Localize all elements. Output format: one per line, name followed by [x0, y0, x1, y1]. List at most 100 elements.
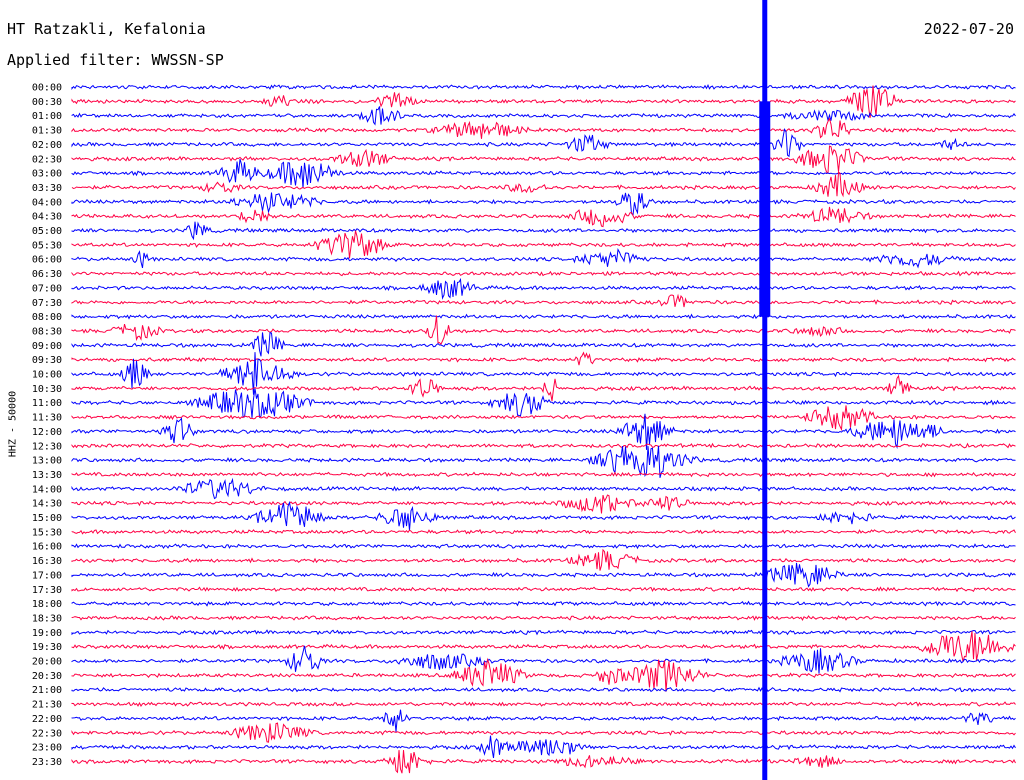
- seismic-trace-row: [71, 477, 1016, 500]
- seismic-trace-row: [71, 586, 1016, 593]
- seismic-trace-row: [71, 85, 1016, 119]
- seismic-trace-row: [71, 543, 1016, 550]
- seismic-trace-row: [71, 331, 1016, 357]
- seismic-trace-row: [71, 645, 1016, 674]
- seismic-trace-row: [71, 388, 1016, 419]
- row-time-label: 20:00: [32, 657, 62, 668]
- row-time-label: 12:30: [32, 441, 62, 452]
- seismic-trace-row: [71, 117, 1016, 139]
- row-time-label: 04:00: [32, 197, 62, 208]
- row-time-label: 21:00: [32, 685, 62, 696]
- seismic-trace-row: [71, 445, 1016, 478]
- seismic-trace-row: [71, 494, 1016, 514]
- seismic-trace-row: [71, 471, 1016, 478]
- row-time-label: 10:30: [32, 384, 62, 395]
- row-time-label: 17:30: [32, 585, 62, 596]
- station-title: HT Ratzakli, Kefalonia: [7, 20, 206, 38]
- seismic-trace-row: [71, 171, 1016, 198]
- row-time-label: 19:30: [32, 642, 62, 653]
- row-time-label: 14:00: [32, 484, 62, 495]
- row-time-label: 11:30: [32, 413, 62, 424]
- row-time-label: 04:30: [32, 212, 62, 223]
- row-time-label: 20:30: [32, 671, 62, 682]
- seismic-trace-row: [71, 106, 1016, 126]
- row-time-label: 05:00: [32, 226, 62, 237]
- row-time-label: 23:30: [32, 757, 62, 768]
- row-time-label: 22:30: [32, 728, 62, 739]
- row-time-label: 13:30: [32, 470, 62, 481]
- date-label: 2022-07-20: [923, 20, 1014, 38]
- seismic-trace-row: [71, 315, 1016, 345]
- seismic-trace-row: [71, 548, 1016, 571]
- seismic-trace-row: [71, 528, 1016, 535]
- row-time-label: 09:00: [32, 341, 62, 352]
- row-time-label: 00:00: [32, 83, 62, 94]
- row-time-label: 08:30: [32, 326, 62, 337]
- seismic-trace-row: [71, 657, 1016, 692]
- row-time-label: 00:30: [32, 97, 62, 108]
- row-time-label: 14:30: [32, 499, 62, 510]
- row-time-label: 05:30: [32, 240, 62, 251]
- seismic-trace-row: [71, 221, 1016, 241]
- major-event-coda: [759, 101, 771, 317]
- seismic-trace-row: [71, 701, 1016, 707]
- row-time-label: 18:00: [32, 599, 62, 610]
- row-time-label: 09:30: [32, 355, 62, 366]
- row-time-label: 21:30: [32, 700, 62, 711]
- seismic-trace-row: [71, 277, 1016, 300]
- seismic-trace-row: [71, 230, 1016, 259]
- row-time-label: 17:00: [32, 570, 62, 581]
- seismic-trace-row: [71, 686, 1016, 693]
- seismic-trace-row: [71, 500, 1016, 531]
- row-time-label: 13:00: [32, 456, 62, 467]
- seismic-trace-row: [71, 629, 1016, 636]
- row-time-label: 08:00: [32, 312, 62, 323]
- seismic-trace-row: [71, 351, 1016, 366]
- seismic-trace-row: [71, 374, 1016, 402]
- seismic-trace-row: [71, 352, 1016, 395]
- major-event-trace: [762, 0, 768, 780]
- seismic-trace-row: [71, 709, 1016, 732]
- seismic-trace-row: [71, 631, 1016, 662]
- row-time-label: 15:00: [32, 513, 62, 524]
- seismic-trace-row: [71, 293, 1016, 308]
- row-time-label: 12:00: [32, 427, 62, 438]
- row-time-label: 01:30: [32, 126, 62, 137]
- seismic-trace-row: [71, 722, 1016, 743]
- row-time-label: 02:00: [32, 140, 62, 151]
- seismic-trace-row: [71, 615, 1016, 621]
- seismic-trace-row: [71, 405, 1016, 432]
- row-time-label: 15:30: [32, 527, 62, 538]
- seismic-trace-row: [71, 600, 1016, 607]
- seismic-trace-row: [71, 127, 1016, 158]
- seismic-trace-row: [71, 270, 1016, 277]
- seismic-trace-row: [71, 562, 1016, 588]
- seismic-trace-row: [71, 750, 1016, 774]
- row-time-label: 06:30: [32, 269, 62, 280]
- row-time-label: 02:30: [32, 154, 62, 165]
- row-time-label: 18:30: [32, 613, 62, 624]
- row-time-label: 06:00: [32, 255, 62, 266]
- row-time-label: 16:00: [32, 542, 62, 553]
- row-time-label: 23:00: [32, 743, 62, 754]
- row-time-label: 03:00: [32, 169, 62, 180]
- row-time-label: 07:30: [32, 298, 62, 309]
- seismic-trace-row: [71, 192, 1016, 217]
- row-time-label: 11:00: [32, 398, 62, 409]
- seismic-trace-row: [71, 248, 1016, 269]
- row-time-label: 19:00: [32, 628, 62, 639]
- seismic-trace-row: [71, 158, 1016, 189]
- row-time-label: 22:00: [32, 714, 62, 725]
- row-time-label: 03:30: [32, 183, 62, 194]
- row-time-label: 16:30: [32, 556, 62, 567]
- seismic-trace-row: [71, 83, 1016, 91]
- seismic-trace-row: [71, 735, 1016, 758]
- seismic-trace-row: [71, 313, 1016, 320]
- seismic-trace-row: [71, 145, 1016, 174]
- row-time-label: 07:00: [32, 283, 62, 294]
- row-time-label: 10:00: [32, 370, 62, 381]
- seismic-trace-row: [71, 442, 1016, 449]
- seismic-trace-row: [71, 206, 1016, 228]
